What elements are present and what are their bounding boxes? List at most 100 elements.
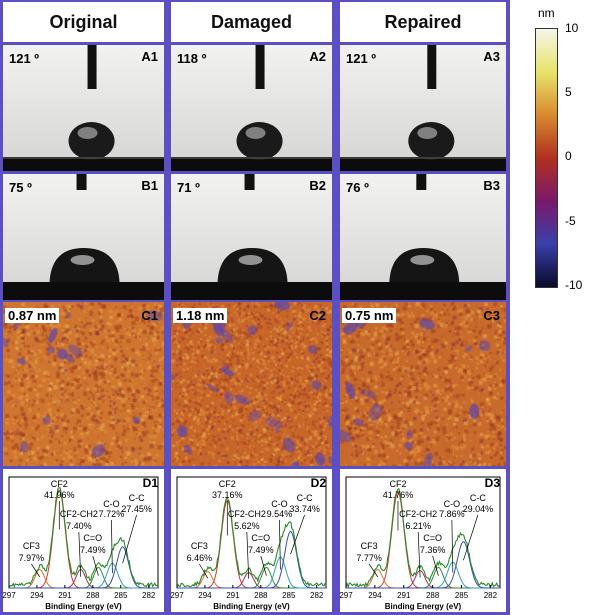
x-tick-label: 291 (397, 591, 411, 600)
peak-species-label: CF3 (361, 541, 378, 551)
panel-label: B1 (141, 178, 158, 193)
contact-angle-value: 75 º (9, 180, 32, 195)
droplet-photo (3, 45, 164, 171)
contact-angle-value: 121 º (9, 51, 40, 66)
colorbar-tick: 5 (565, 85, 572, 99)
peak-species-label: C-O (444, 499, 461, 509)
annotation-arrow (451, 519, 454, 573)
x-tick-label: 297 (171, 591, 184, 600)
peak-percentage: 33.74% (289, 504, 320, 514)
c-c-peak (9, 546, 158, 589)
contact-angle-panel-a2: 118 º A2 (171, 45, 332, 171)
panel-label: D2 (311, 476, 327, 490)
contact-angle-panel-b1: 75 º B1 (3, 174, 164, 300)
colorbar-tick: 10 (565, 21, 579, 35)
roughness-value: 0.87 nm (5, 308, 60, 323)
x-axis-label: Binding Energy (eV) (213, 602, 290, 611)
xps-spectrum: 297 294 291 288 285 282 Binding Energy (eV) D1 C… (3, 476, 159, 611)
peak-percentage: 6.46% (187, 553, 213, 563)
measured-envelope (176, 496, 327, 588)
peak-species-label: CF2-CH2 (399, 509, 437, 519)
substrate (340, 157, 506, 171)
peak-percentage: 7.72% (99, 509, 125, 519)
droplet (49, 248, 120, 282)
needle (255, 45, 265, 89)
contact-angle-value: 71 º (177, 180, 200, 195)
x-tick-label: 291 (58, 591, 72, 600)
contact-angle-panel-b3: 76 º B3 (340, 174, 506, 300)
panel-label: A2 (309, 49, 326, 64)
substrate (3, 282, 164, 300)
peak-percentage: 7.77% (356, 553, 382, 563)
annotation-arrow (417, 531, 421, 578)
annotation-arrow (246, 531, 250, 579)
substrate (171, 157, 332, 171)
panel-label: D1 (143, 476, 159, 490)
column-header: Damaged (171, 2, 332, 42)
peak-species-label: CF2 (389, 479, 406, 489)
cf2-ch2-peak (346, 570, 500, 589)
afm-height-map (3, 302, 164, 466)
peak-species-label: C-O (271, 499, 288, 509)
annotation-arrow (368, 563, 379, 578)
peak-percentage: 6.21% (405, 521, 431, 531)
peak-percentage: 27.45% (121, 504, 152, 514)
x-tick-label: 282 (310, 591, 324, 600)
peak-percentage: 7.36% (420, 545, 446, 555)
x-tick-label: 288 (254, 591, 268, 600)
cf3-peak (346, 568, 500, 589)
contact-angle-panel-a1: 121 º A1 (3, 45, 164, 171)
peak-percentage: 7.49% (80, 545, 106, 555)
x-axis-label: Binding Energy (eV) (45, 602, 122, 611)
peak-percentage: 7.40% (66, 521, 92, 531)
peak-percentage: 9.54% (267, 509, 293, 519)
peak-species-label: C-C (129, 493, 145, 503)
droplet-photo (171, 45, 332, 171)
x-tick-label: 282 (142, 591, 156, 600)
afm-panel-c3: 0.75 nm C3 (340, 302, 506, 466)
x-tick-label: 285 (455, 591, 469, 600)
annotation-arrow (122, 514, 137, 564)
x-tick-label: 297 (340, 591, 353, 600)
panel-label: B3 (483, 178, 500, 193)
x-tick-label: 282 (484, 591, 498, 600)
droplet-photo (340, 45, 506, 171)
peak-percentage: 5.62% (234, 521, 260, 531)
cf2-ch2-peak (9, 568, 158, 589)
figure-grid: Original 121 º A1 75 º B1 0.87 nm C1 297 294 291 2… (0, 0, 510, 615)
annotation-arrow (463, 514, 479, 561)
substrate (340, 282, 506, 300)
contact-angle-value: 76 º (346, 180, 369, 195)
contact-angle-value: 121 º (346, 51, 377, 66)
substrate (3, 157, 164, 171)
afm-height-map (171, 302, 332, 466)
peak-percentage: 41.76% (383, 490, 414, 500)
xps-panel-d2: 297 294 291 288 285 282 Binding Energy (eV) D2 C… (171, 469, 332, 612)
height-colorbar: nm 10 5 0 -5 -10 (535, 0, 599, 300)
x-tick-label: 294 (368, 591, 382, 600)
panel-label: C2 (309, 308, 326, 323)
afm-panel-c2: 1.18 nm C2 (171, 302, 332, 466)
peak-percentage: 37.16% (212, 490, 243, 500)
droplet-photo (340, 174, 506, 300)
peak-species-label: CF2-CH2 (228, 509, 266, 519)
annotation-arrow (279, 519, 281, 570)
xps-spectrum: 297 294 291 288 285 282 Binding Energy (eV) D3 C… (340, 476, 501, 611)
needle (427, 45, 437, 89)
column-header: Original (3, 2, 164, 42)
colorbar-tick: -5 (565, 214, 576, 228)
column-header: Repaired (340, 2, 506, 42)
x-tick-label: 291 (226, 591, 240, 600)
contact-angle-panel-b2: 71 º B2 (171, 174, 332, 300)
panel-label: A1 (141, 49, 158, 64)
needle (416, 174, 427, 190)
peak-percentage: 7.97% (19, 553, 45, 563)
annotation-arrow (31, 563, 41, 578)
panel-label: B2 (309, 178, 326, 193)
x-tick-label: 294 (30, 591, 44, 600)
x-tick-label: 288 (426, 591, 440, 600)
colorbar-tick: 0 (565, 149, 572, 163)
x-tick-label: 288 (86, 591, 100, 600)
annotation-arrow (260, 555, 267, 576)
peak-percentage: 41.96% (44, 490, 75, 500)
